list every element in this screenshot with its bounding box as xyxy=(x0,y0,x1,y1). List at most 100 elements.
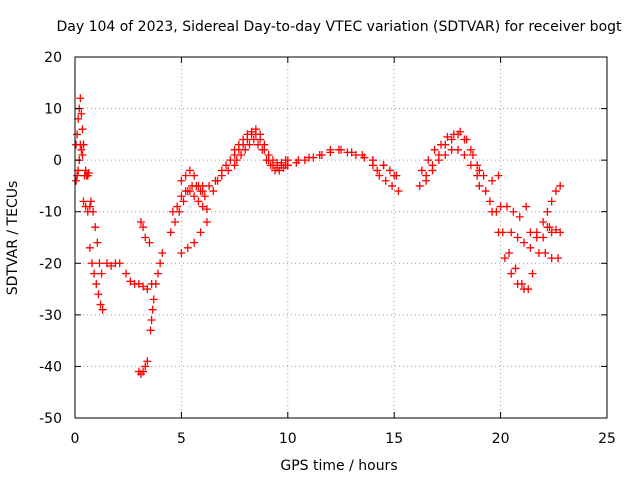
data-point xyxy=(358,150,367,159)
data-point xyxy=(205,181,214,190)
data-point xyxy=(151,279,160,288)
data-point xyxy=(139,282,148,291)
series-arc-28 xyxy=(422,145,482,185)
data-point xyxy=(76,94,85,103)
data-point xyxy=(488,176,497,185)
data-point xyxy=(505,248,514,257)
data-point xyxy=(245,140,254,149)
data-point xyxy=(139,223,148,232)
data-point xyxy=(500,254,509,263)
data-point xyxy=(141,362,150,371)
x-tick-label: 25 xyxy=(598,431,616,447)
data-point xyxy=(488,207,497,216)
data-point xyxy=(185,166,194,175)
data-point xyxy=(417,166,426,175)
data-point xyxy=(168,207,177,216)
data-point xyxy=(177,176,186,185)
tick-marks-layer xyxy=(74,56,608,419)
data-point xyxy=(222,161,231,170)
data-point xyxy=(73,171,82,180)
data-point xyxy=(543,223,552,232)
data-point xyxy=(443,132,452,141)
data-point xyxy=(236,150,245,159)
series-arc-29 xyxy=(475,171,503,196)
data-point xyxy=(146,326,155,335)
data-point xyxy=(475,181,484,190)
data-point xyxy=(430,145,439,154)
data-point xyxy=(145,238,154,247)
data-point xyxy=(526,228,535,237)
y-tick-labels: 20 10 0 -10 -20 -30 -40 -50 xyxy=(39,50,62,427)
data-point xyxy=(196,228,205,237)
data-point xyxy=(92,279,101,288)
data-point xyxy=(422,176,431,185)
data-point xyxy=(266,161,275,170)
y-tick-label: -20 xyxy=(39,256,62,272)
data-point xyxy=(277,158,286,167)
data-point xyxy=(177,248,186,257)
data-point xyxy=(139,367,148,376)
data-point xyxy=(126,277,135,286)
data-point xyxy=(526,243,535,252)
data-point xyxy=(234,140,243,149)
data-point xyxy=(166,228,175,237)
x-tick-labels: 0 5 10 15 20 25 xyxy=(71,431,616,447)
y-tick-label: 0 xyxy=(53,153,62,169)
x-axis-label: GPS time / hours xyxy=(280,458,397,474)
data-point xyxy=(485,197,494,206)
series-arc-10 xyxy=(146,295,158,335)
data-point xyxy=(90,269,99,278)
data-point xyxy=(279,163,288,172)
x-tick-label: 15 xyxy=(385,431,403,447)
data-point xyxy=(551,225,560,234)
data-point xyxy=(466,145,475,154)
x-tick-label: 10 xyxy=(279,431,297,447)
series-arc-02 xyxy=(72,140,88,185)
data-point xyxy=(91,223,100,232)
data-point xyxy=(294,156,303,165)
y-tick-label: -30 xyxy=(39,308,62,324)
data-point xyxy=(254,140,263,149)
series-arc-36 xyxy=(539,181,565,227)
data-point xyxy=(541,248,550,257)
data-point xyxy=(179,197,188,206)
data-point xyxy=(449,130,458,139)
series-arc-07 xyxy=(102,259,124,270)
data-point xyxy=(98,305,107,314)
data-point xyxy=(385,166,394,175)
data-point xyxy=(394,187,403,196)
data-point xyxy=(78,150,87,159)
data-point xyxy=(275,166,284,175)
data-point xyxy=(554,254,563,263)
series-arc-09 xyxy=(134,357,152,379)
x-tick-label: 20 xyxy=(492,431,510,447)
series-arc-21 xyxy=(232,135,292,175)
series-arc-37 xyxy=(543,223,565,237)
data-point xyxy=(141,233,150,242)
data-point xyxy=(89,207,98,216)
series-arc-12 xyxy=(145,238,154,247)
series-arc-24 xyxy=(368,161,403,196)
data-point xyxy=(373,166,382,175)
data-point xyxy=(513,233,522,242)
data-point xyxy=(239,135,248,144)
data-point xyxy=(379,161,388,170)
data-point xyxy=(515,212,524,221)
grid-layer xyxy=(75,57,607,418)
data-point xyxy=(79,140,88,149)
data-point xyxy=(305,153,314,162)
series-arc-05 xyxy=(86,197,106,278)
data-point xyxy=(522,202,531,211)
data-point xyxy=(149,295,158,304)
y-tick-label: -50 xyxy=(39,411,62,427)
data-point xyxy=(198,202,207,211)
data-point xyxy=(171,218,180,227)
data-point xyxy=(502,202,511,211)
data-point xyxy=(94,290,103,299)
data-point xyxy=(84,169,93,178)
data-point xyxy=(230,161,239,170)
data-point xyxy=(136,218,145,227)
series-arc-38 xyxy=(528,269,537,278)
series-arc-31 xyxy=(488,207,529,294)
data-point xyxy=(434,156,443,165)
